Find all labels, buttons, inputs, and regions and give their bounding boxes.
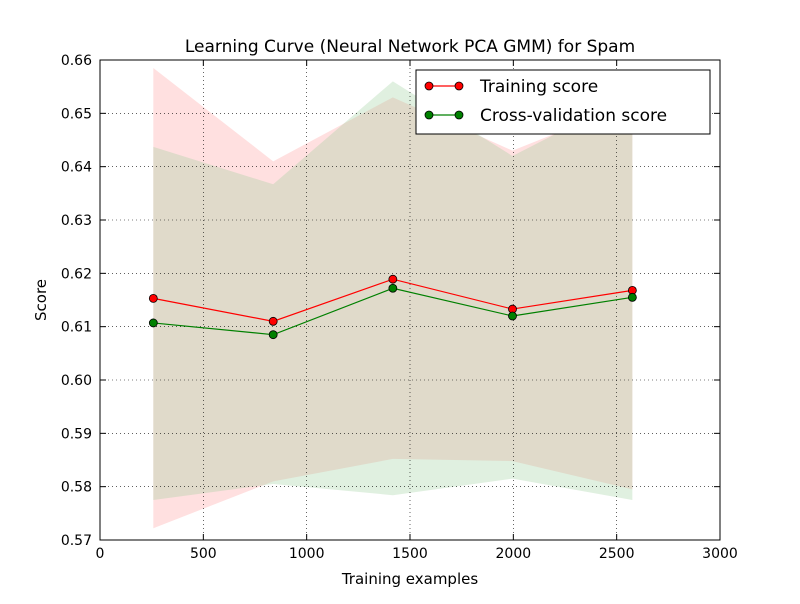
data-point-series-1 xyxy=(148,318,158,328)
y-tick-label: 0.58 xyxy=(61,480,92,496)
data-point-series-0 xyxy=(268,316,278,326)
legend-swatch-marker-training-right xyxy=(454,81,464,91)
series-lines xyxy=(148,274,637,340)
x-tick-label: 1000 xyxy=(289,546,325,562)
y-tick-label: 0.62 xyxy=(61,266,92,282)
legend-swatch-marker-training-left xyxy=(424,81,434,91)
y-tick-label: 0.63 xyxy=(61,213,92,229)
y-tick-label: 0.65 xyxy=(61,106,92,122)
legend-swatch-marker-cv-left xyxy=(424,110,434,120)
axis-ticks: 0 500 1000 1500 2000 2500 3000 0.57 0.58 0.59 0.60… xyxy=(61,53,738,562)
y-tick-label: 0.57 xyxy=(61,533,92,549)
y-tick-label: 0.61 xyxy=(61,320,92,336)
x-tick-label: 2500 xyxy=(599,546,635,562)
data-point-series-1 xyxy=(388,283,398,293)
data-point-series-0 xyxy=(148,293,158,303)
y-tick-label: 0.66 xyxy=(61,53,92,69)
chart-title: Learning Curve (Neural Network PCA GMM) … xyxy=(185,37,635,57)
legend-box xyxy=(415,69,711,135)
data-point-series-1 xyxy=(508,311,517,321)
y-axis-label: Score xyxy=(32,279,50,321)
legend: Training score Cross-validation score xyxy=(415,69,711,135)
data-point-series-1 xyxy=(268,330,278,340)
x-axis-label: Training examples xyxy=(341,570,479,588)
x-tick-label: 3000 xyxy=(702,546,738,562)
x-tick-label: 0 xyxy=(96,546,105,562)
legend-label-training: Training score xyxy=(479,77,598,97)
x-tick-label: 500 xyxy=(190,546,217,562)
confidence-bands xyxy=(153,68,633,529)
y-tick-label: 0.60 xyxy=(61,373,92,389)
data-point-series-0 xyxy=(388,274,398,284)
x-tick-label: 2000 xyxy=(496,546,532,562)
legend-label-cv: Cross-validation score xyxy=(480,106,667,126)
band-series-0 xyxy=(153,68,633,529)
legend-swatch-marker-cv-right xyxy=(454,110,464,120)
data-point-series-1 xyxy=(627,292,637,302)
y-tick-label: 0.64 xyxy=(61,160,92,176)
y-tick-label: 0.59 xyxy=(61,426,92,442)
x-tick-label: 1500 xyxy=(392,546,428,562)
